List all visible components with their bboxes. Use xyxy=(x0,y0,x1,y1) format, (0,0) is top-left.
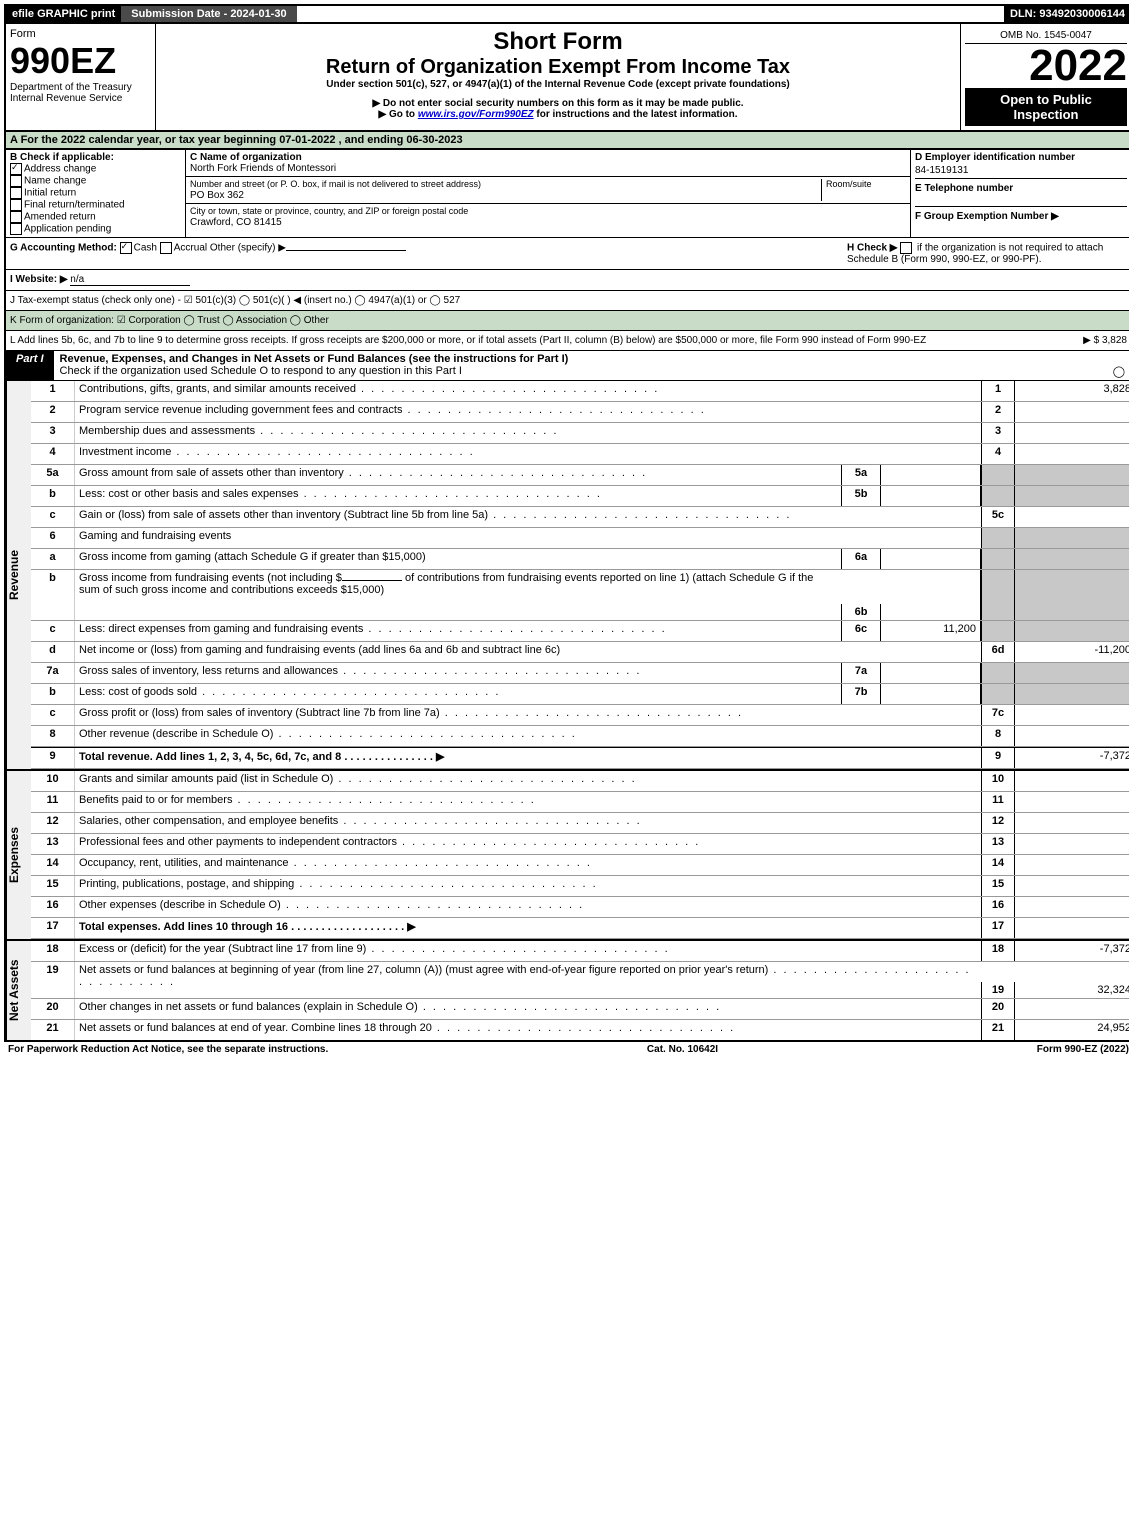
line-1-desc: Contributions, gifts, grants, and simila… xyxy=(75,381,981,401)
check-amended[interactable]: Amended return xyxy=(10,211,181,223)
check-h[interactable] xyxy=(900,242,912,254)
check-name-change[interactable]: Name change xyxy=(10,175,181,187)
irs-link[interactable]: www.irs.gov/Form990EZ xyxy=(418,109,534,120)
city-value: Crawford, CO 81415 xyxy=(190,217,282,228)
row-i: I Website: ▶ n/a xyxy=(4,270,1129,291)
irs-label: Internal Revenue Service xyxy=(10,93,151,104)
dln: DLN: 93492030006144 xyxy=(1004,6,1129,22)
line-1-rn: 1 xyxy=(981,381,1015,401)
f-label: F Group Exemption Number ▶ xyxy=(915,207,1127,222)
footer: For Paperwork Reduction Act Notice, see … xyxy=(4,1042,1129,1057)
room-label: Room/suite xyxy=(826,179,872,189)
g-label: G Accounting Method: xyxy=(10,243,117,254)
l-text: L Add lines 5b, 6c, and 7b to line 9 to … xyxy=(10,335,926,346)
website-value: n/a xyxy=(70,274,190,286)
addr-value: PO Box 362 xyxy=(190,190,244,201)
city-label: City or town, state or province, country… xyxy=(190,206,468,216)
b-label: B Check if applicable: xyxy=(10,152,181,163)
ein-value: 84-1519131 xyxy=(915,163,1127,179)
tax-year: 2022 xyxy=(965,44,1127,88)
row-l: L Add lines 5b, 6c, and 7b to line 9 to … xyxy=(4,331,1129,351)
part-1-table: Revenue 1 Contributions, gifts, grants, … xyxy=(4,381,1129,1042)
section-def: D Employer identification number 84-1519… xyxy=(911,150,1129,237)
footer-right: Form 990-EZ (2022) xyxy=(1037,1044,1129,1055)
section-b: B Check if applicable: Address change Na… xyxy=(6,150,186,237)
expenses-label: Expenses xyxy=(6,771,31,939)
footer-left: For Paperwork Reduction Act Notice, see … xyxy=(8,1044,328,1055)
c-label: C Name of organization xyxy=(190,152,302,163)
row-gh: G Accounting Method: Cash Accrual Other … xyxy=(4,238,1129,270)
part-1-check-box[interactable]: ◯ xyxy=(1113,365,1125,378)
part-1-check: Check if the organization used Schedule … xyxy=(60,365,462,377)
row-k: K Form of organization: ☑ Corporation ◯ … xyxy=(4,311,1129,331)
e-label: E Telephone number xyxy=(915,179,1127,207)
h-label: H Check ▶ xyxy=(847,243,897,254)
open-public-badge: Open to Public Inspection xyxy=(965,88,1127,126)
row-a: A For the 2022 calendar year, or tax yea… xyxy=(4,132,1129,150)
subtitle: Under section 501(c), 527, or 4947(a)(1)… xyxy=(164,79,952,90)
line-1-val: 3,828 xyxy=(1015,381,1129,401)
l-amount: ▶ $ 3,828 xyxy=(1083,335,1127,346)
note-link: ▶ Go to www.irs.gov/Form990EZ for instru… xyxy=(164,109,952,120)
dept-treasury: Department of the Treasury xyxy=(10,82,151,93)
section-bcd: B Check if applicable: Address change Na… xyxy=(4,150,1129,238)
line-1-num: 1 xyxy=(31,381,75,401)
footer-mid: Cat. No. 10642I xyxy=(647,1044,718,1055)
efile-print[interactable]: efile GRAPHIC print xyxy=(6,6,121,22)
main-title: Return of Organization Exempt From Incom… xyxy=(164,56,952,79)
form-number: 990EZ xyxy=(10,40,151,82)
note-ssn: ▶ Do not enter social security numbers o… xyxy=(164,98,952,109)
submission-date: Submission Date - 2024-01-30 xyxy=(121,6,296,22)
row-j: J Tax-exempt status (check only one) - ☑… xyxy=(4,291,1129,311)
check-final-return[interactable]: Final return/terminated xyxy=(10,199,181,211)
check-cash[interactable] xyxy=(120,242,132,254)
form-label: Form xyxy=(10,28,151,40)
part-1-title: Revenue, Expenses, and Changes in Net As… xyxy=(60,353,569,365)
check-initial-return[interactable]: Initial return xyxy=(10,187,181,199)
revenue-label: Revenue xyxy=(6,381,31,769)
section-c: C Name of organization North Fork Friend… xyxy=(186,150,911,237)
short-form-title: Short Form xyxy=(164,28,952,56)
part-1-label: Part I xyxy=(6,351,54,380)
check-accrual[interactable] xyxy=(160,242,172,254)
i-label: I Website: ▶ xyxy=(10,274,68,285)
topbar: efile GRAPHIC print Submission Date - 20… xyxy=(4,4,1129,24)
org-name: North Fork Friends of Montessori xyxy=(190,163,336,174)
check-address-change[interactable]: Address change xyxy=(10,163,181,175)
netassets-label: Net Assets xyxy=(6,941,31,1040)
addr-label: Number and street (or P. O. box, if mail… xyxy=(190,179,481,189)
check-application-pending[interactable]: Application pending xyxy=(10,223,181,235)
form-header: Form 990EZ Department of the Treasury In… xyxy=(4,24,1129,132)
part-1-header: Part I Revenue, Expenses, and Changes in… xyxy=(4,351,1129,381)
d-label: D Employer identification number xyxy=(915,152,1127,163)
